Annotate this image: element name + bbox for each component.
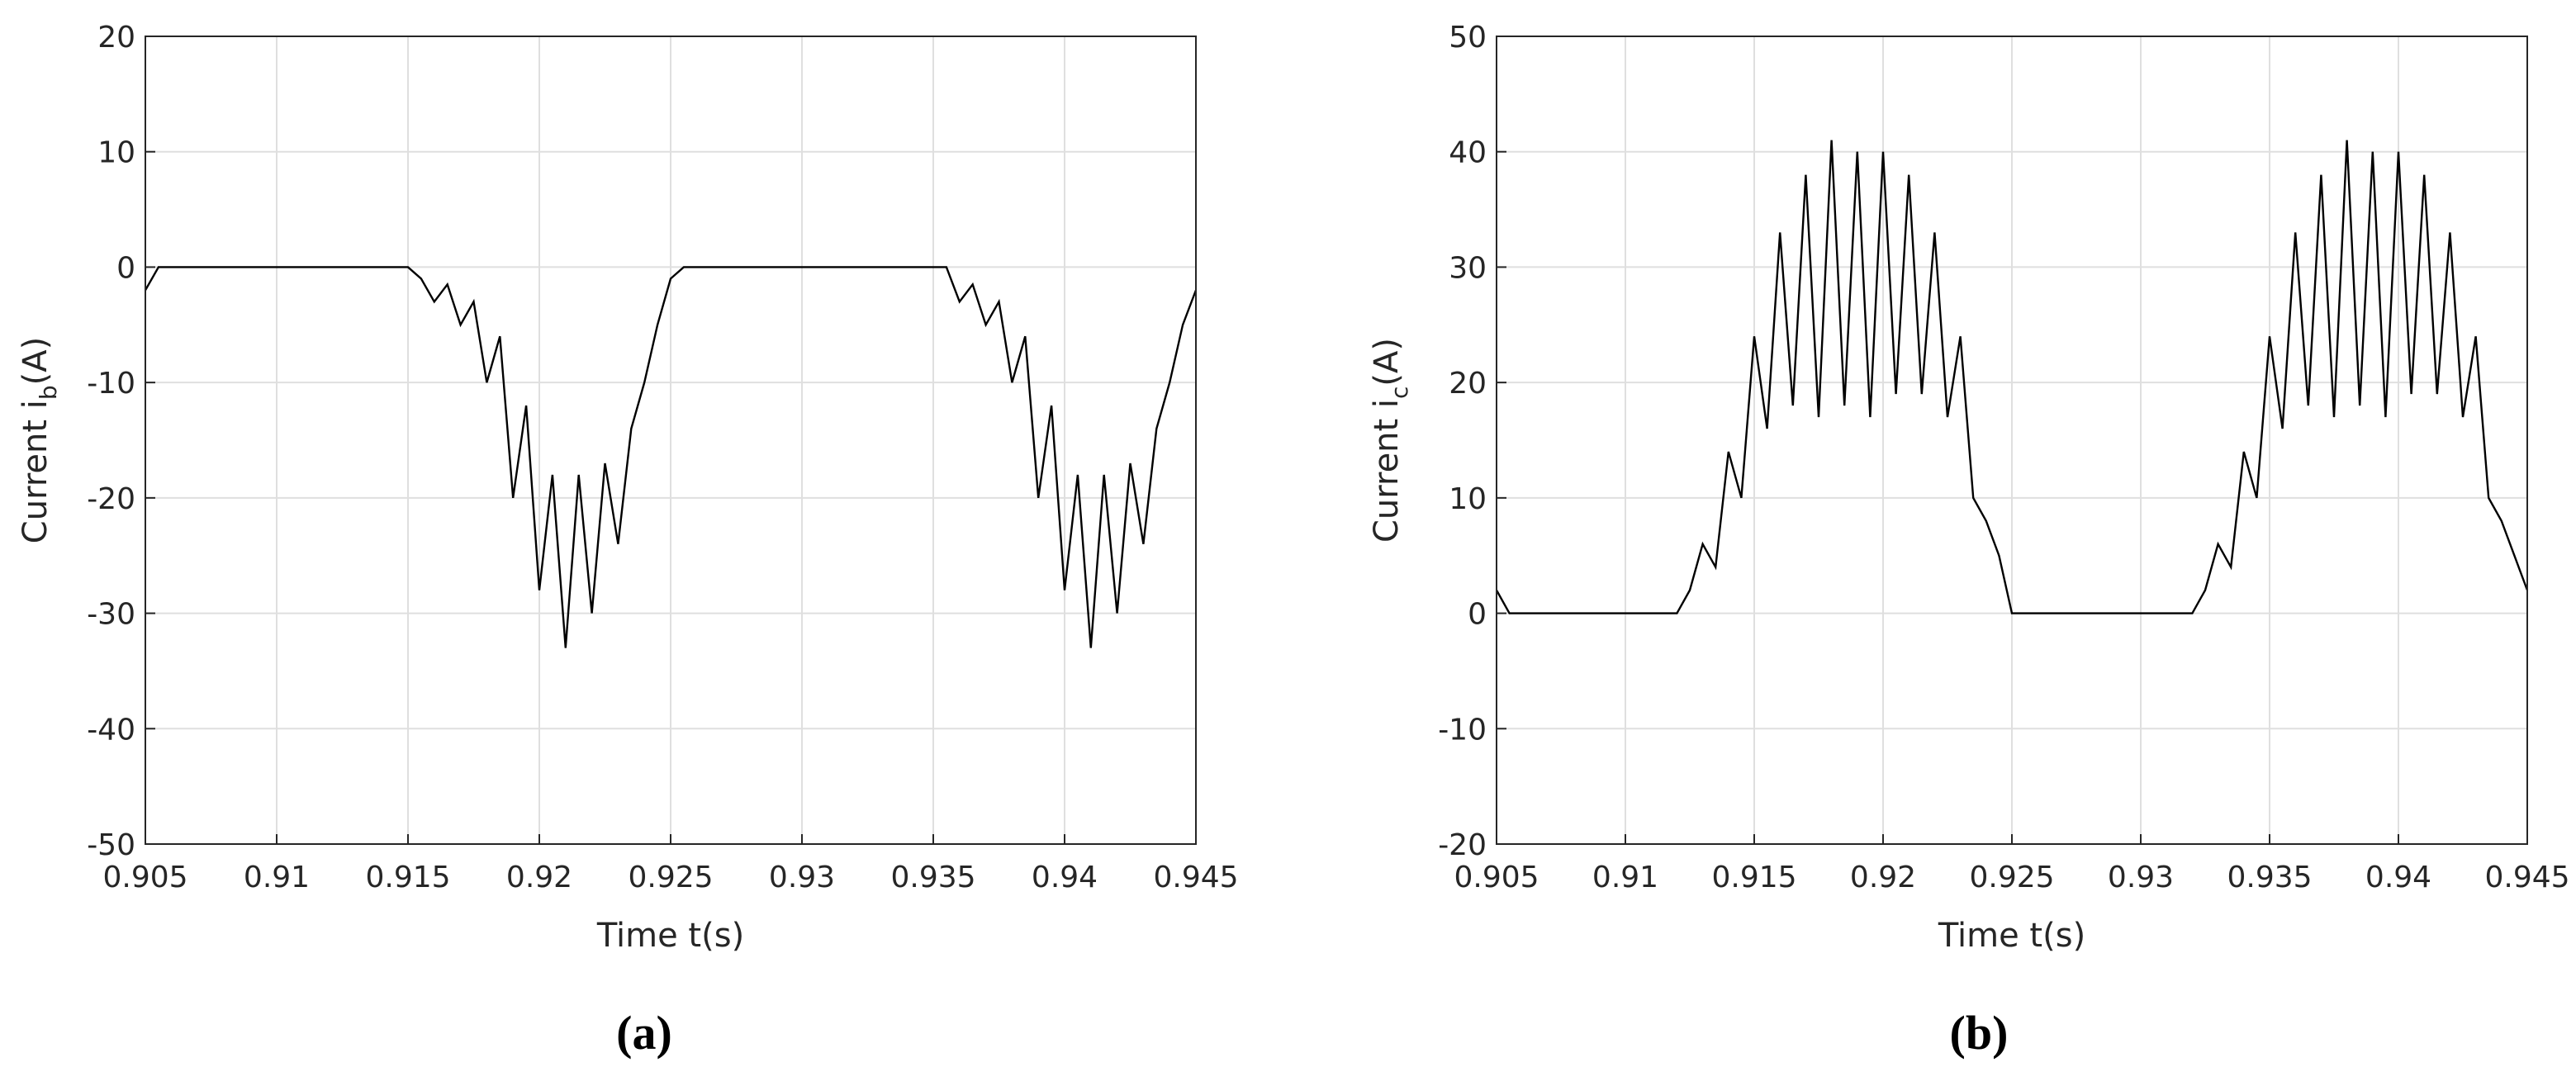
x-tick-label: 0.92	[1850, 861, 1916, 894]
x-axis-label: Time t(s)	[596, 917, 744, 955]
y-label-sub: b	[35, 385, 62, 400]
y-tick-label: 20	[97, 21, 135, 55]
y-tick-label: -10	[87, 367, 135, 401]
x-axis-label: Time t(s)	[1938, 917, 2085, 955]
y-tick-label: 50	[1449, 21, 1487, 55]
y-tick-label: 30	[1449, 251, 1487, 285]
x-tick-label: 0.905	[1454, 861, 1539, 894]
y-tick-label: -20	[87, 482, 135, 516]
y-label-suffix: (A)	[1368, 338, 1406, 387]
y-label-sub: c	[1386, 387, 1413, 399]
x-tick-label: 0.945	[2484, 861, 2569, 894]
y-tick-label: 10	[1449, 482, 1487, 516]
y-tick-label: 20	[1449, 367, 1487, 401]
y-label-suffix: (A)	[17, 337, 55, 386]
x-tick-label: 0.925	[1969, 861, 2054, 894]
x-tick-label: 0.91	[1592, 861, 1658, 894]
x-tick-label: 0.92	[506, 861, 572, 894]
x-tick-label: 0.945	[1153, 861, 1238, 894]
y-tick-label: 10	[97, 136, 135, 170]
line-series	[144, 266, 1198, 648]
y-tick-label: -20	[1438, 828, 1487, 862]
y-tick-label: -30	[87, 598, 135, 632]
x-tick-label: 0.94	[2365, 861, 2431, 894]
x-tick-label: 0.93	[2108, 861, 2174, 894]
y-axis-label: Current ic(A)	[1368, 338, 1413, 543]
y-tick-label: 0	[116, 251, 135, 285]
subfigure-caption: (a)	[616, 1006, 672, 1060]
x-tick-label: 0.925	[628, 861, 713, 894]
y-axis-label: Current ib(A)	[17, 337, 62, 543]
plot-frame	[1496, 36, 2528, 845]
x-tick-label: 0.935	[2227, 861, 2312, 894]
x-tick-label: 0.94	[1032, 861, 1098, 894]
x-tick-label: 0.935	[890, 861, 975, 894]
x-tick-label: 0.91	[244, 861, 310, 894]
y-tick-label: -50	[87, 828, 135, 862]
y-tick-label: -40	[87, 713, 135, 747]
y-label-main: Current i	[1368, 399, 1406, 543]
x-tick-label: 0.93	[769, 861, 835, 894]
y-tick-label: 0	[1468, 598, 1487, 632]
y-tick-label: 40	[1449, 136, 1487, 170]
x-tick-label: 0.915	[1711, 861, 1796, 894]
x-tick-label: 0.905	[102, 861, 187, 894]
y-tick-label: -10	[1438, 713, 1487, 747]
y-label-main: Current i	[17, 400, 55, 543]
x-tick-label: 0.915	[365, 861, 450, 894]
subfigure-caption: (b)	[1950, 1006, 2009, 1060]
plot-frame	[145, 36, 1197, 845]
line-series	[1495, 140, 2529, 614]
